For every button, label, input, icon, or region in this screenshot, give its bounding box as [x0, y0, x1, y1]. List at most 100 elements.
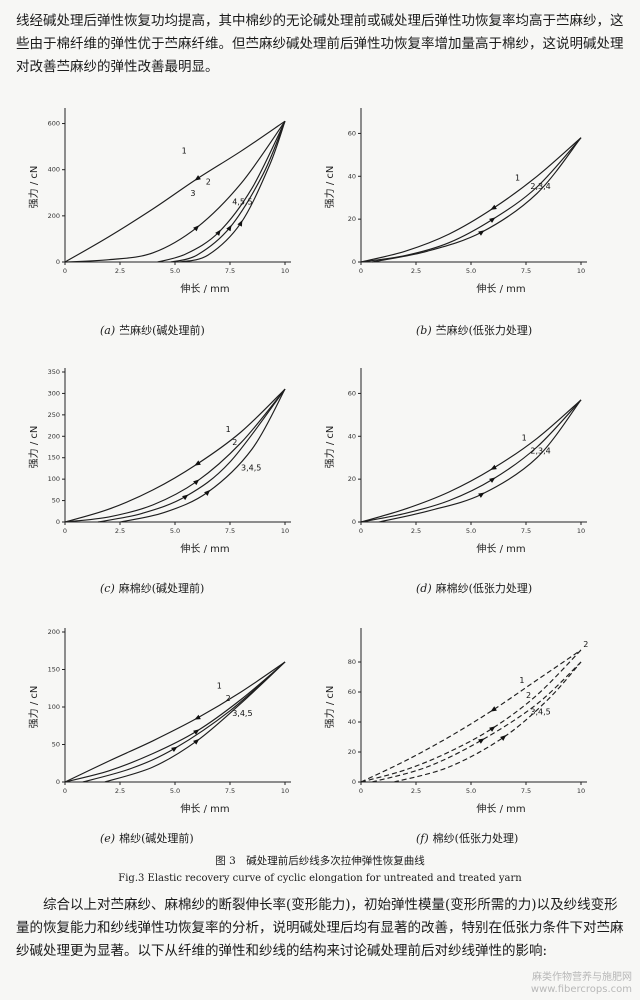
y-tick-label: 60: [348, 688, 356, 696]
caption-b-letter: (b): [416, 324, 432, 337]
y-tick-label: 200: [48, 432, 60, 440]
caption-d: (d) 麻棉纱(低张力处理): [416, 580, 532, 596]
paragraph-top: 线经碱处理后弹性恢复功均提高，其中棉纱的无论碱处理前或碱处理后弹性功恢复率均高于…: [16, 13, 624, 75]
series-curve: [170, 120, 286, 263]
caption-c-letter: (c): [100, 582, 115, 595]
direction-arrow: [193, 738, 200, 745]
caption-d-letter: (d): [416, 582, 432, 595]
direction-arrow: [182, 494, 189, 501]
x-axis-label: 伸长 / mm: [180, 283, 229, 295]
series-curve: [82, 661, 286, 783]
y-axis-label: 强力 / cN: [27, 426, 40, 469]
direction-arrow: [193, 225, 200, 232]
x-tick-label: 5.0: [466, 787, 476, 795]
chart-a-svg: 0 2.5 5.0 7.5 10 0 200 400 600 强力 / cN 伸长 / mm 1 2 3 4…: [27, 108, 291, 295]
caption-f-text: 棉纱(低张力处理): [432, 832, 519, 845]
x-tick-label: 10: [577, 787, 585, 795]
caption-e-text: 棉纱(碱处理前): [119, 832, 194, 845]
curve-label: 2: [226, 694, 231, 703]
series-curve: [64, 120, 286, 263]
curve-label: 3: [190, 189, 195, 198]
y-tick-label: 40: [348, 172, 356, 180]
series-curve: [371, 137, 582, 263]
x-tick-label: 5.0: [170, 527, 180, 535]
y-tick-label: 100: [48, 703, 60, 711]
caption-f: (f) 棉纱(低张力处理): [416, 830, 518, 846]
y-tick-label: 40: [348, 718, 356, 726]
chart-e: 0 2.5 5.0 7.5 10 0 50 100 150 200 强力 / cN 伸长 / mm 1 2…: [20, 620, 310, 850]
curve-label: 1: [522, 434, 527, 443]
direction-arrow: [226, 224, 232, 232]
curve-label: 3,4,5: [232, 709, 252, 718]
curve-label: 2,3,4: [530, 446, 550, 455]
x-tick-label: 10: [281, 527, 289, 535]
direction-arrow: [193, 479, 200, 486]
x-tick-label: 10: [577, 267, 585, 275]
x-tick-label: 0: [359, 267, 363, 275]
caption-e: (e) 棉纱(碱处理前): [100, 830, 194, 846]
direction-arrow: [171, 746, 178, 753]
x-tick-label: 2.5: [411, 787, 421, 795]
y-tick-label: 60: [348, 389, 356, 397]
series-curve: [104, 661, 286, 783]
direction-arrow: [489, 217, 496, 223]
curve-label: 1: [519, 676, 524, 685]
x-tick-label: 5.0: [170, 787, 180, 795]
series-curve: [360, 649, 582, 783]
y-axis-label: 强力 / cN: [323, 166, 336, 209]
y-axis-label: 强力 / cN: [27, 686, 40, 729]
direction-arrow: [489, 726, 496, 732]
y-tick-label: 350: [48, 368, 60, 376]
direction-arrow: [478, 738, 485, 744]
x-tick-label: 10: [577, 527, 585, 535]
y-tick-label: 0: [352, 518, 356, 526]
y-tick-label: 300: [48, 389, 60, 397]
x-tick-label: 0: [359, 787, 363, 795]
curve-label: 1: [515, 174, 520, 183]
y-tick-label: 150: [48, 454, 60, 462]
watermark-line1: 麻类作物营养与施肥网: [532, 972, 632, 983]
x-tick-label: 10: [281, 267, 289, 275]
x-tick-label: 10: [281, 787, 289, 795]
caption-b-text: 苎麻纱(低张力处理): [435, 324, 533, 337]
x-axis-label: 伸长 / mm: [180, 803, 229, 815]
y-tick-label: 600: [48, 120, 60, 128]
y-tick-label: 50: [52, 741, 60, 749]
x-tick-label: 7.5: [225, 787, 235, 795]
x-tick-label: 7.5: [225, 267, 235, 275]
y-tick-label: 40: [348, 432, 356, 440]
curve-label: 2: [206, 178, 211, 187]
x-tick-label: 2.5: [115, 787, 125, 795]
chart-b-svg: 0 2.5 5.0 7.5 10 0 20 40 60 强力 / cN 伸长 / mm 1 2,3,4: [323, 108, 587, 295]
series-curve: [64, 661, 286, 783]
y-tick-label: 200: [48, 212, 60, 220]
caption-c-text: 麻棉纱(碱处理前): [118, 582, 205, 595]
curve-label: 2: [583, 640, 588, 649]
x-tick-label: 0: [63, 267, 67, 275]
caption-a-text: 苎麻纱(碱处理前): [119, 324, 205, 337]
caption-c: (c) 麻棉纱(碱处理前): [100, 580, 204, 596]
y-tick-label: 80: [348, 658, 356, 666]
curve-label: 3,4,5: [241, 464, 261, 473]
x-tick-label: 0: [359, 527, 363, 535]
x-tick-label: 5.0: [170, 267, 180, 275]
figure-caption-cn: 图 3 碱处理前后纱线多次拉伸弹性恢复曲线: [215, 855, 425, 867]
caption-e-letter: (e): [100, 832, 116, 845]
series-curve: [371, 661, 582, 783]
y-tick-label: 0: [56, 258, 60, 266]
series-curve: [393, 661, 582, 783]
curve-label: 3,4,5: [530, 708, 550, 717]
direction-arrow: [194, 175, 201, 181]
y-tick-label: 20: [348, 215, 356, 223]
x-tick-label: 2.5: [115, 527, 125, 535]
x-tick-label: 2.5: [115, 267, 125, 275]
paragraph-bottom: 综合以上对苎麻纱、麻棉纱的断裂伸长率(变形能力)，初始弹性模量(变形所需的力)以…: [16, 897, 624, 959]
x-tick-label: 7.5: [225, 527, 235, 535]
series-curve: [64, 120, 286, 263]
y-tick-label: 0: [56, 518, 60, 526]
x-tick-label: 7.5: [521, 267, 531, 275]
caption-d-text: 麻棉纱(低张力处理): [435, 582, 533, 595]
x-axis-label: 伸长 / mm: [476, 283, 525, 295]
direction-arrow: [500, 735, 507, 741]
